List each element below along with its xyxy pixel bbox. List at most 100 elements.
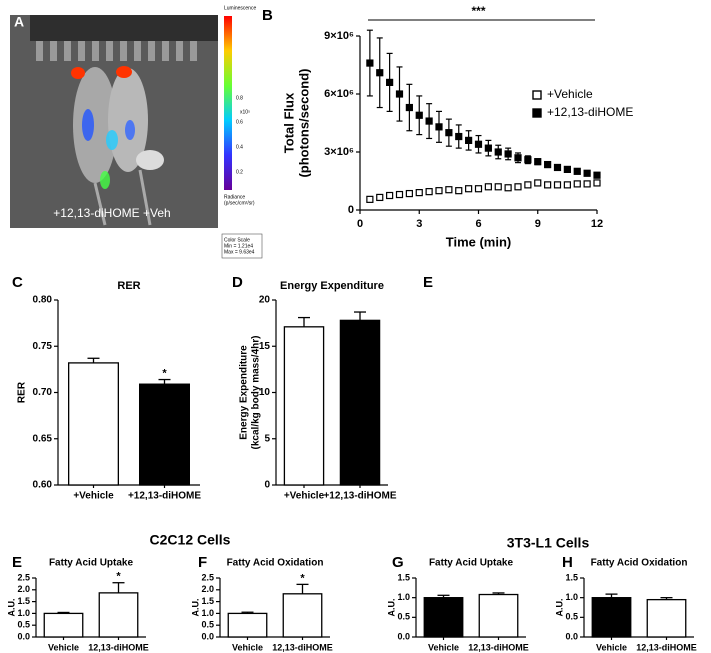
marker bbox=[593, 171, 601, 179]
marker bbox=[514, 183, 522, 191]
bar bbox=[43, 612, 84, 638]
x-tick-label: 12,13-diHOME bbox=[88, 642, 149, 652]
mouse bbox=[108, 68, 148, 172]
marker bbox=[474, 185, 483, 193]
marker bbox=[504, 184, 512, 192]
marker bbox=[514, 154, 522, 162]
marker bbox=[376, 193, 384, 202]
panel-label: F bbox=[198, 554, 207, 571]
y-tick-label: 6×10⁶ bbox=[324, 88, 354, 100]
y-axis-label: A.U. bbox=[190, 599, 200, 617]
y-tick-label: 2.5 bbox=[201, 572, 214, 582]
y-tick-label: 1.5 bbox=[397, 572, 410, 582]
marker bbox=[504, 150, 512, 158]
signal bbox=[82, 109, 94, 141]
y-tick-label: 0.70 bbox=[33, 387, 53, 398]
panel-label: E bbox=[12, 554, 22, 571]
y-tick-label: 0 bbox=[348, 204, 354, 216]
marker bbox=[405, 103, 413, 112]
marker bbox=[435, 123, 443, 131]
x-tick-label: +12,13-diHOME bbox=[128, 491, 201, 502]
holder-pins bbox=[36, 41, 197, 61]
y-tick-label: 0.5 bbox=[397, 612, 410, 622]
colorbar bbox=[224, 16, 232, 190]
bar bbox=[283, 326, 325, 486]
marker bbox=[563, 181, 571, 189]
y-axis-label: (photons/second) bbox=[296, 68, 311, 177]
x-tick-label: +12,13-diHOME bbox=[323, 491, 396, 502]
signal bbox=[116, 66, 132, 78]
y-tick-label: 2.5 bbox=[17, 572, 30, 582]
signal bbox=[125, 120, 135, 140]
signal bbox=[100, 171, 110, 189]
significance: * bbox=[162, 367, 167, 379]
radiance: Radiance bbox=[224, 194, 245, 200]
y-tick-label: 0.5 bbox=[201, 620, 214, 630]
group-title: 3T3-L1 Cells bbox=[507, 535, 590, 551]
marker bbox=[553, 163, 562, 172]
chart-title: Fatty Acid Oxidation bbox=[591, 558, 688, 569]
colorbar-tick: 0.2 bbox=[236, 169, 243, 175]
y-tick-label: 0.0 bbox=[565, 631, 578, 641]
holder bbox=[30, 15, 218, 41]
marker bbox=[386, 78, 394, 87]
marker bbox=[366, 59, 374, 67]
y-tick-label: 3×10⁶ bbox=[324, 146, 354, 158]
marker bbox=[455, 187, 463, 195]
y-tick-label: 1.0 bbox=[397, 592, 410, 602]
y-tick-label: 5 bbox=[264, 433, 270, 444]
panel-label: D bbox=[232, 274, 243, 291]
marker bbox=[376, 69, 384, 77]
chart-title: Fatty Acid Uptake bbox=[429, 558, 514, 569]
marker bbox=[534, 158, 542, 166]
imaging-panel: A +12,13-diHOME +Veh Luminescence 0.8 0.… bbox=[10, 5, 263, 259]
x-tick-label: 3 bbox=[416, 218, 422, 230]
marker bbox=[415, 189, 423, 197]
chart-title: Energy Expenditure bbox=[280, 280, 384, 292]
x-tick-label: 12 bbox=[591, 218, 603, 230]
panel-label: A bbox=[14, 14, 24, 30]
y-axis-label: A.U. bbox=[6, 599, 16, 617]
marker bbox=[573, 180, 581, 188]
group-title: C2C12 Cells bbox=[150, 532, 231, 548]
y-tick-label: 0.0 bbox=[201, 631, 214, 641]
color-scale-box bbox=[221, 233, 263, 259]
significance: * bbox=[116, 571, 121, 583]
marker bbox=[425, 188, 433, 196]
x-tick-label: 12,13-diHOME bbox=[636, 642, 697, 652]
legend-label: +Vehicle bbox=[547, 87, 593, 101]
colorbar-tick: 0.8 bbox=[236, 95, 243, 101]
bar bbox=[423, 597, 464, 638]
y-tick-label: 0.0 bbox=[397, 631, 410, 641]
y-tick-label: 9×10⁶ bbox=[324, 30, 354, 42]
y-tick-label: 0.5 bbox=[17, 620, 30, 630]
color-scale: Color Scale bbox=[224, 237, 250, 243]
marker bbox=[445, 186, 453, 194]
y-tick-label: 1.0 bbox=[201, 608, 214, 618]
marker bbox=[583, 180, 591, 188]
y-axis-label: Energy Expenditure bbox=[239, 345, 250, 440]
marker bbox=[386, 191, 394, 200]
y-tick-label: 20 bbox=[259, 295, 271, 306]
marker bbox=[534, 179, 542, 187]
y-tick-label: 1.5 bbox=[17, 596, 30, 606]
bar bbox=[98, 592, 139, 638]
y-tick-label: 2.0 bbox=[201, 584, 214, 594]
bar bbox=[591, 597, 632, 638]
y-tick-label: 0 bbox=[264, 480, 270, 491]
marker bbox=[474, 140, 483, 148]
significance: *** bbox=[471, 4, 485, 18]
x-tick-label: +Vehicle bbox=[284, 491, 325, 502]
bar bbox=[68, 362, 120, 486]
x-tick-label: Vehicle bbox=[596, 642, 627, 652]
tail bbox=[138, 169, 152, 226]
marker bbox=[405, 189, 413, 198]
y-tick-label: 1.5 bbox=[201, 596, 214, 606]
colorbar-unit: x10⁵ bbox=[240, 109, 250, 115]
chart-title: RER bbox=[117, 280, 140, 292]
panel-label: H bbox=[562, 554, 573, 571]
signal bbox=[71, 67, 85, 79]
marker bbox=[524, 181, 532, 189]
y-tick-label: 1.5 bbox=[565, 572, 578, 582]
